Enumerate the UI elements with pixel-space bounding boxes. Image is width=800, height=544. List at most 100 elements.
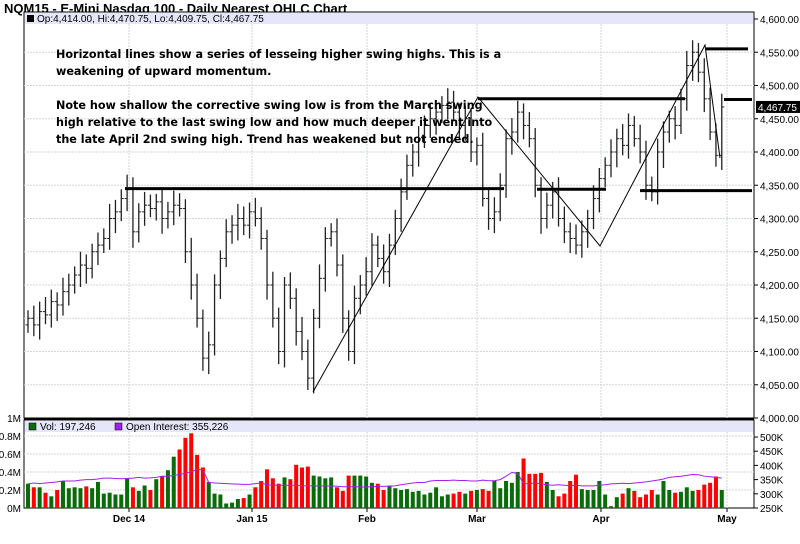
volume-bar (603, 494, 608, 508)
trend-line (312, 43, 721, 393)
price-tick-label: 4,500.00 (760, 82, 799, 93)
volume-bar (515, 472, 520, 508)
last-price-label: 4,467.75 (758, 103, 797, 114)
volume-bar (329, 477, 334, 508)
volume-bar (556, 496, 561, 508)
annotation-line: Note how shallow the corrective swing lo… (56, 99, 483, 112)
volume-bar (84, 486, 89, 508)
oi-legend-icon (114, 422, 123, 431)
volume-bar (177, 449, 182, 508)
volume-bar (253, 487, 258, 508)
volume-bar (247, 494, 252, 508)
volume-bar (160, 476, 165, 508)
volume-bar (90, 488, 95, 508)
volume-bar (26, 483, 30, 508)
volume-bar (206, 481, 211, 508)
volume-bar (399, 490, 404, 508)
volume-bar (136, 490, 141, 508)
volume-bar (434, 487, 439, 508)
price-tick-label: 4,000.00 (760, 414, 799, 425)
volume-bar (323, 478, 328, 508)
volume-bar (463, 493, 468, 508)
volume-bar (445, 494, 450, 508)
oi-tick-label: 450K (760, 447, 784, 458)
oi-legend: Open Interest: 355,226 (126, 422, 229, 433)
volume-bar (218, 494, 223, 508)
volume-bar (200, 467, 205, 508)
volume-bar (632, 490, 637, 508)
volume-bar (486, 490, 491, 508)
oi-tick-label: 300K (760, 490, 784, 501)
volume-bar (690, 490, 695, 508)
volume-bar (626, 488, 631, 508)
volume-bar (614, 497, 619, 508)
volume-bar (609, 506, 613, 508)
volume-bar (713, 476, 718, 508)
volume-bar (276, 483, 281, 508)
volume-bar (381, 490, 386, 508)
price-tick-label: 4,400.00 (760, 148, 799, 159)
price-tick-label: 4,350.00 (760, 181, 799, 192)
volume-bar (428, 492, 433, 508)
volume-bar (544, 481, 549, 508)
volume-bar (60, 481, 65, 508)
volume-bar (154, 479, 159, 508)
volume-bar (288, 479, 293, 508)
volume-bar (358, 475, 363, 508)
volume-bar (300, 467, 305, 508)
volume-bar (527, 473, 532, 508)
volume-bar (165, 470, 170, 508)
date-label: Apr (592, 514, 609, 525)
volume-bar (539, 472, 544, 508)
volume-bar (457, 491, 462, 508)
date-label: Dec 14 (113, 514, 146, 525)
price-tick-label: 4,150.00 (760, 314, 799, 325)
price-tick-label: 4,600.00 (760, 15, 799, 26)
annotation-line: the late April 2nd swing high. Trend has… (56, 133, 474, 146)
volume-bar (43, 492, 48, 508)
volume-bar (282, 477, 287, 508)
oi-tick-label: 250K (760, 504, 784, 515)
volume-bar (702, 484, 707, 508)
volume-bar (673, 492, 678, 508)
date-label: Jan 15 (236, 514, 268, 525)
volume-bar (364, 476, 369, 508)
volume-bar (469, 490, 474, 508)
volume-bar (107, 492, 112, 508)
price-panel (23, 11, 755, 419)
volume-bar (504, 481, 509, 508)
volume-bar (696, 490, 701, 508)
volume-bar (66, 488, 71, 508)
volume-bar (439, 496, 444, 508)
volume-bar (579, 489, 584, 508)
volume-bar (678, 491, 683, 508)
volume-bar (125, 478, 130, 508)
volume-bar (684, 487, 689, 508)
price-tick-label: 4,450.00 (760, 115, 799, 126)
ohlc-legend: Op:4,414.00, Hi:4,470.75, Lo:4,409.75, C… (37, 14, 264, 25)
volume-bar (568, 481, 573, 508)
volume-tick-label: 0M (7, 504, 21, 515)
volume-bar (492, 481, 497, 508)
volume-bar (422, 494, 427, 508)
volume-bar (550, 490, 555, 508)
volume-bar (655, 494, 660, 508)
last-price-badge (756, 100, 800, 113)
volume-bar (37, 487, 42, 508)
volume-bar (55, 490, 60, 508)
volume-bar (195, 454, 200, 508)
volume-bar (375, 483, 380, 508)
volume-bar (31, 487, 36, 508)
volume-bar (113, 494, 118, 508)
volume-bar (562, 493, 567, 508)
volume-bar (393, 488, 398, 508)
volume-bar (661, 481, 666, 508)
volume-tick-label: 0.2M (0, 486, 21, 497)
volume-bar (305, 466, 310, 508)
volume-bar (235, 499, 240, 508)
annotation-line: Horizontal lines show a series of lessei… (56, 48, 502, 61)
annotation-line: high relative to the last swing low and … (56, 116, 493, 129)
volume-legend: Vol: 197,246 (40, 422, 96, 433)
volume-bar (649, 490, 654, 508)
